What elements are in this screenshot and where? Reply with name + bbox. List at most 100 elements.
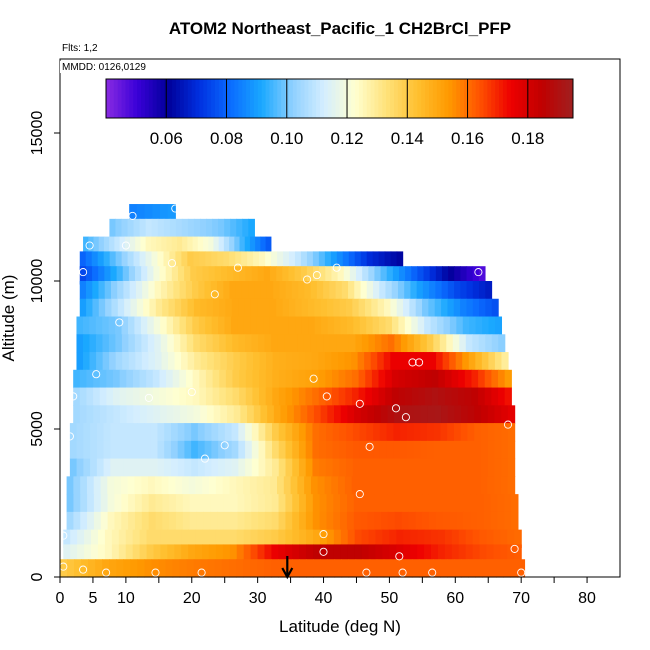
heatmap-cell [99,369,107,389]
heatmap-cell [204,423,212,442]
heatmap-cell [361,529,370,548]
heatmap-cell [82,334,91,353]
heatmap-cell [102,352,110,371]
heatmap-cell [447,440,455,460]
heatmap-cell [217,251,224,270]
colorbar-segment [316,79,321,118]
heatmap-cell [208,529,217,548]
heatmap-cell [177,458,186,477]
heatmap-cell [288,316,296,335]
heatmap-cell [429,266,437,285]
heatmap-cell [481,405,489,424]
heatmap-cell [225,298,233,318]
heatmap-cell [304,281,312,300]
heatmap-cell [327,405,335,424]
heatmap-cell [494,458,502,477]
heatmap-cell [501,352,509,371]
colorbar-segment [238,79,243,118]
heatmap-cell [458,387,466,406]
heatmap-cell [407,405,415,424]
heatmap-cell [213,352,221,371]
heatmap-cell [146,405,155,424]
heatmap-cell [418,559,427,578]
heatmap-cell [161,236,168,255]
sample-point [200,454,209,463]
colorbar-segment [300,79,305,118]
heatmap-cell [271,334,279,353]
heatmap-cell [466,298,474,318]
heatmap-cell [91,529,99,548]
heatmap-cell [351,369,360,389]
heatmap-cell [467,423,475,442]
heatmap-cell [333,511,341,531]
heatmap-cell [113,369,121,389]
colorbar-segment [327,79,333,118]
heatmap-cell [453,458,462,477]
heatmap-cell [491,334,499,353]
heatmap-cell [466,266,474,285]
heatmap-cell [228,559,237,578]
colorbar: 0.06 0.08 0.10 0.12 0.14 0.16 0.18 [105,78,574,148]
heatmap-cell [160,334,168,353]
heatmap-cell [366,423,374,442]
heatmap-cell [468,559,476,578]
heatmap-cell [503,559,511,578]
heatmap-cell [377,298,385,318]
heatmap-cell [490,494,498,513]
heatmap-cell [227,266,234,285]
heatmap-cell [278,440,287,460]
heatmap-cell [370,352,378,371]
heatmap-cell [411,316,419,335]
heatmap-cell [371,369,380,389]
heatmap-cell [219,387,227,406]
heatmap-cell [169,218,177,238]
heatmap-cell [118,529,127,548]
heatmap-cell [339,458,347,477]
heatmap-cell [390,352,398,371]
heatmap-cell [406,440,415,460]
heatmap-cell [453,476,461,495]
colorbar-segment [144,79,150,118]
colorbar-segment [479,79,484,118]
heatmap-cell [130,423,138,442]
heatmap-cell [92,281,100,300]
heatmap-cell [132,544,141,563]
heatmap-cell [392,266,400,285]
heatmap-cell [145,218,153,238]
heatmap-cell [359,423,367,442]
heatmap-cell [213,236,220,255]
heatmap-cell [358,298,366,318]
heatmap-cell [476,511,485,531]
heatmap-cell [447,405,455,424]
heatmap-cell [447,559,455,578]
colorbar-segment [444,79,449,118]
sample-point [128,211,137,220]
heatmap-cell [250,559,258,578]
heatmap-cell [134,494,143,513]
heatmap-cell [102,334,110,353]
heatmap-cell [340,544,349,563]
heatmap-cell [442,511,451,531]
colorbar-segment [207,79,212,118]
heatmap-cell [233,405,241,424]
sample-point [362,568,371,577]
colorbar-segment [261,79,267,118]
heatmap-cell [401,511,410,531]
heatmap-cell [232,387,240,406]
heatmap-cell [144,423,152,442]
heatmap-cell [354,281,362,300]
sample-point [319,530,328,539]
heatmap-cell [223,236,230,255]
colorbar-segment [156,79,161,118]
heatmap-cell [121,494,129,513]
heatmap-cell [305,511,314,531]
heatmap-cell [242,559,251,578]
x-tick-label: 40 [315,590,333,607]
heatmap-cell [511,494,519,513]
heatmap-cell [200,298,208,318]
heatmap-cell [181,251,188,270]
heatmap-cell [197,236,204,255]
heatmap-cell [84,529,92,548]
colorbar-segment [495,79,500,118]
heatmap-cell [299,494,307,513]
